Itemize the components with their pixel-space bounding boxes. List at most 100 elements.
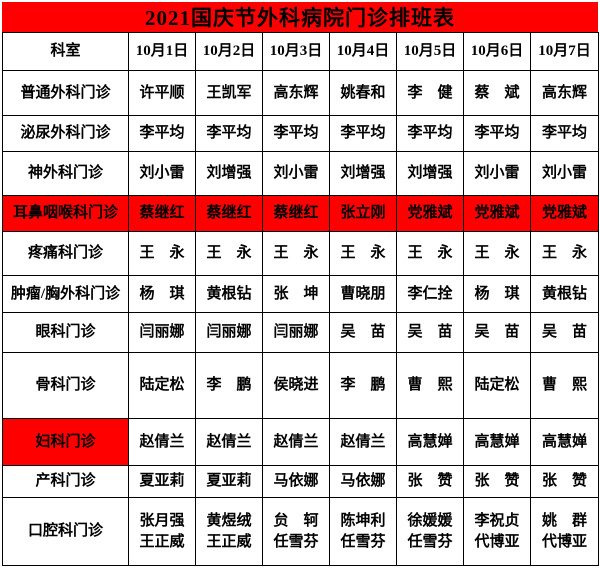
schedule-cell: 刘增强	[396, 151, 464, 196]
schedule-cell: 蔡 斌	[463, 70, 531, 116]
schedule-cell: 许平顺	[128, 70, 196, 116]
schedule-cell: 蔡继红	[128, 195, 196, 232]
schedule-cell: 杨 琪	[463, 275, 531, 313]
schedule-cell: 张 赞	[463, 465, 531, 498]
schedule-cell: 夏亚莉	[128, 465, 196, 498]
schedule-cell: 陈坤利 任雪芬	[329, 497, 397, 566]
schedule-cell: 徐媛媛 任雪芬	[396, 497, 464, 566]
dept-cell: 神外科门诊	[2, 151, 129, 196]
row-orthopedics: 骨科门诊 陆定松 李 鹏 侯晓进 李 鹏 曹 熙 陆定松 曹 熙	[2, 352, 599, 419]
schedule-cell: 闫丽娜	[195, 312, 263, 353]
schedule-title: 2021国庆节外科病院门诊排班表	[2, 2, 598, 32]
schedule-cell: 黄根钻	[195, 275, 263, 313]
header-day-3: 10月3日	[262, 32, 330, 71]
dept-cell: 普通外科门诊	[2, 70, 129, 116]
header-row: 科室 10月1日 10月2日 10月3日 10月4日 10月5日 10月6日 1…	[2, 32, 599, 71]
row-oncology-thoracic: 肿瘤/胸外科门诊 杨 琪 黄根钻 张 坤 曹晓朋 李仁拴 杨 琪 黄根钻	[2, 275, 599, 313]
dept-cell: 产科门诊	[2, 465, 129, 498]
schedule-cell: 李平均	[128, 115, 196, 152]
schedule-cell: 刘小雷	[262, 151, 330, 196]
dept-cell: 耳鼻咽喉科门诊	[2, 195, 129, 232]
row-ophthalmology: 眼科门诊 闫丽娜 闫丽娜 闫丽娜 吴 苗 吴 苗 吴 苗 吴 苗	[2, 312, 599, 353]
schedule-cell: 王凯军	[195, 70, 263, 116]
row-stomatology: 口腔科门诊 张月强 王正威 黄煜绒 王正威 贠 轲 任雪芬 陈坤利 任雪芬 徐媛…	[2, 497, 599, 566]
schedule-cell: 姚春和	[329, 70, 397, 116]
schedule-cell: 张月强 王正威	[128, 497, 196, 566]
row-obstetrics: 产科门诊 夏亚莉 夏亚莉 马依娜 马依娜 张 赞 张 赞 张 赞	[2, 465, 599, 498]
dept-cell: 疼痛科门诊	[2, 231, 129, 276]
row-urology: 泌尿外科门诊 李平均 李平均 李平均 李平均 李平均 李平均 李平均	[2, 115, 599, 152]
schedule-cell: 张立刚	[329, 195, 397, 232]
schedule-cell: 赵倩兰	[329, 418, 397, 466]
schedule-cell: 吴 苗	[329, 312, 397, 353]
schedule-cell: 高慧婵	[463, 418, 531, 466]
schedule-cell: 党雅斌	[530, 195, 599, 232]
schedule-cell: 王 永	[463, 231, 531, 276]
schedule-cell: 夏亚莉	[195, 465, 263, 498]
schedule-cell: 赵倩兰	[262, 418, 330, 466]
schedule-cell: 李平均	[463, 115, 531, 152]
header-day-5: 10月5日	[396, 32, 464, 71]
schedule-cell: 李平均	[262, 115, 330, 152]
dept-cell: 骨科门诊	[2, 352, 129, 419]
schedule-cell: 李 鹏	[195, 352, 263, 419]
header-day-6: 10月6日	[463, 32, 531, 71]
schedule-cell: 李仁拴	[396, 275, 464, 313]
schedule-cell: 黄根钻	[530, 275, 599, 313]
row-pain: 疼痛科门诊 王 永 王 永 王 永 王 永 王 永 王 永 王 永	[2, 231, 599, 276]
schedule-cell: 李 鹏	[329, 352, 397, 419]
dept-cell: 口腔科门诊	[2, 497, 129, 566]
schedule-cell: 刘增强	[195, 151, 263, 196]
schedule-cell: 闫丽娜	[128, 312, 196, 353]
schedule-cell: 陆定松	[128, 352, 196, 419]
schedule-cell: 高东辉	[262, 70, 330, 116]
schedule-cell: 张 坤	[262, 275, 330, 313]
schedule-cell: 杨 琪	[128, 275, 196, 313]
schedule-cell: 王 永	[128, 231, 196, 276]
schedule-cell: 王 永	[530, 231, 599, 276]
schedule-cell: 李祝贞 代博亚	[463, 497, 531, 566]
schedule-cell: 党雅斌	[463, 195, 531, 232]
schedule-cell: 刘小雷	[530, 151, 599, 196]
dept-cell: 妇科门诊	[2, 418, 129, 466]
schedule-cell: 曹晓朋	[329, 275, 397, 313]
schedule-cell: 吴 苗	[463, 312, 531, 353]
schedule-table: 科室 10月1日 10月2日 10月3日 10月4日 10月5日 10月6日 1…	[2, 32, 599, 566]
dept-cell: 肿瘤/胸外科门诊	[2, 275, 129, 313]
schedule-cell: 姚 群 代博亚	[530, 497, 599, 566]
schedule-cell: 高东辉	[530, 70, 599, 116]
schedule-cell: 李平均	[530, 115, 599, 152]
header-dept: 科室	[2, 32, 129, 71]
schedule-cell: 党雅斌	[396, 195, 464, 232]
schedule-cell: 马依娜	[329, 465, 397, 498]
dept-cell: 泌尿外科门诊	[2, 115, 129, 152]
schedule-cell: 刘增强	[329, 151, 397, 196]
header-day-4: 10月4日	[329, 32, 397, 71]
schedule-cell: 王 永	[396, 231, 464, 276]
schedule-cell: 蔡继红	[195, 195, 263, 232]
schedule-cell: 王 永	[262, 231, 330, 276]
row-ent: 耳鼻咽喉科门诊 蔡继红 蔡继红 蔡继红 张立刚 党雅斌 党雅斌 党雅斌	[2, 195, 599, 232]
row-neurosurgery: 神外科门诊 刘小雷 刘增强 刘小雷 刘增强 刘增强 刘小雷 刘小雷	[2, 151, 599, 196]
schedule-cell: 赵倩兰	[195, 418, 263, 466]
schedule-cell: 张 赞	[530, 465, 599, 498]
schedule-cell: 李 健	[396, 70, 464, 116]
schedule-cell: 刘小雷	[463, 151, 531, 196]
schedule-cell: 黄煜绒 王正威	[195, 497, 263, 566]
schedule-cell: 曹 熙	[396, 352, 464, 419]
row-gynecology: 妇科门诊 赵倩兰 赵倩兰 赵倩兰 赵倩兰 高慧婵 高慧婵 高慧婵	[2, 418, 599, 466]
dept-cell: 眼科门诊	[2, 312, 129, 353]
header-day-1: 10月1日	[128, 32, 196, 71]
schedule-cell: 李平均	[195, 115, 263, 152]
schedule-cell: 王 永	[329, 231, 397, 276]
schedule-cell: 闫丽娜	[262, 312, 330, 353]
schedule-cell: 吴 苗	[530, 312, 599, 353]
schedule-cell: 李平均	[396, 115, 464, 152]
schedule-cell: 高慧婵	[396, 418, 464, 466]
header-day-7: 10月7日	[530, 32, 599, 71]
schedule-cell: 赵倩兰	[128, 418, 196, 466]
schedule-cell: 曹 熙	[530, 352, 599, 419]
schedule-cell: 高慧婵	[530, 418, 599, 466]
schedule-cell: 王 永	[195, 231, 263, 276]
